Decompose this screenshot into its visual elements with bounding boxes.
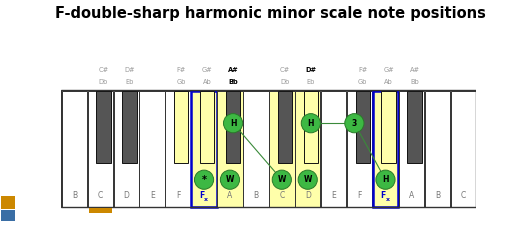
Bar (347, 90, 372, 207)
Text: Bb: Bb (410, 79, 419, 85)
Text: G#: G# (202, 68, 213, 73)
Text: H: H (230, 119, 236, 128)
Text: H: H (308, 119, 314, 128)
Text: A#: A# (410, 68, 420, 73)
Bar (122, 90, 137, 163)
Text: F: F (176, 191, 180, 200)
Text: Db: Db (280, 79, 290, 85)
Bar (373, 90, 398, 207)
Circle shape (220, 170, 240, 189)
Bar (174, 90, 188, 163)
Bar (113, 90, 139, 207)
Text: 3: 3 (352, 119, 357, 128)
Bar (165, 90, 191, 207)
Text: Ab: Ab (203, 79, 212, 85)
Text: x: x (204, 197, 208, 202)
Bar (217, 90, 243, 207)
Bar (399, 90, 424, 207)
Bar (62, 90, 87, 207)
Text: F-double-sharp harmonic minor scale note positions: F-double-sharp harmonic minor scale note… (55, 6, 486, 21)
Text: D: D (123, 191, 129, 200)
Bar (407, 90, 422, 163)
Text: Ab: Ab (384, 79, 393, 85)
Text: B: B (435, 191, 440, 200)
Text: B: B (72, 191, 77, 200)
Text: A#: A# (228, 68, 238, 73)
Text: W: W (226, 175, 234, 184)
Text: D#: D# (305, 68, 316, 73)
Text: F: F (199, 191, 204, 200)
Text: C#: C# (98, 68, 109, 73)
Text: W: W (278, 175, 286, 184)
Text: B: B (253, 191, 258, 200)
Text: F: F (357, 191, 362, 200)
Text: F#: F# (177, 68, 186, 73)
Bar (425, 90, 450, 207)
Bar (243, 90, 269, 207)
Text: E: E (331, 191, 336, 200)
Text: Db: Db (99, 79, 108, 85)
Text: Gb: Gb (358, 79, 367, 85)
Bar (226, 90, 240, 163)
Circle shape (224, 114, 243, 133)
Bar (295, 90, 320, 207)
Text: C: C (279, 191, 284, 200)
Circle shape (301, 114, 320, 133)
Text: F: F (380, 191, 385, 200)
Text: Eb: Eb (307, 79, 315, 85)
Bar (61, 90, 476, 207)
Circle shape (298, 170, 317, 189)
Bar (269, 90, 294, 207)
Circle shape (272, 170, 291, 189)
Text: Gb: Gb (177, 79, 186, 85)
Bar (139, 90, 165, 207)
Text: C: C (461, 191, 466, 200)
Circle shape (376, 170, 395, 189)
Text: basicmusictheory.com: basicmusictheory.com (6, 75, 11, 141)
Text: Eb: Eb (125, 79, 134, 85)
Text: D: D (305, 191, 310, 200)
Circle shape (345, 114, 364, 133)
Text: D#: D# (124, 68, 135, 73)
Text: E: E (150, 191, 154, 200)
Text: A: A (227, 191, 232, 200)
Bar (191, 90, 217, 207)
Text: C: C (98, 191, 103, 200)
Bar (278, 90, 292, 163)
Circle shape (194, 170, 214, 189)
Text: W: W (304, 175, 312, 184)
Text: *: * (202, 175, 206, 185)
Text: Bb: Bb (228, 79, 238, 85)
Bar (96, 90, 111, 163)
Text: A: A (409, 191, 414, 200)
Bar (356, 90, 370, 163)
Bar (89, 208, 111, 213)
Text: C#: C# (280, 68, 290, 73)
Text: G#: G# (383, 68, 394, 73)
Bar (200, 90, 214, 163)
Text: x: x (385, 197, 389, 202)
Bar (88, 90, 113, 207)
Bar (304, 90, 318, 163)
Bar (382, 90, 396, 163)
Text: F#: F# (358, 68, 367, 73)
Bar (321, 90, 346, 207)
Bar (450, 90, 476, 207)
Text: H: H (382, 175, 389, 184)
